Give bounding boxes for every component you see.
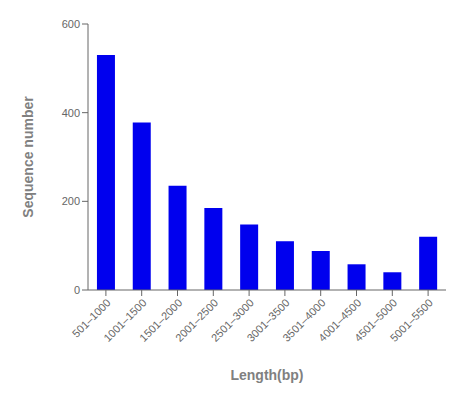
svg-text:600: 600	[62, 18, 80, 30]
svg-text:3001–3500: 3001–3500	[244, 296, 292, 344]
svg-text:200: 200	[62, 195, 80, 207]
svg-text:501–1000: 501–1000	[69, 296, 113, 340]
svg-text:5001–5500: 5001–5500	[388, 296, 435, 343]
svg-text:0: 0	[74, 284, 80, 296]
svg-text:Length(bp): Length(bp)	[230, 367, 303, 383]
svg-text:1501–2000: 1501–2000	[137, 296, 185, 344]
svg-text:4001–4500: 4001–4500	[316, 296, 364, 344]
svg-text:400: 400	[62, 107, 80, 119]
svg-text:2501–3000: 2501–3000	[208, 296, 256, 344]
svg-text:2001–2500: 2001–2500	[172, 296, 221, 344]
svg-text:4501–5000: 4501–5000	[351, 296, 400, 344]
svg-text:3501–4000: 3501–4000	[280, 296, 328, 344]
svg-text:Sequence number: Sequence number	[20, 96, 36, 218]
svg-text:1001–1500: 1001–1500	[101, 296, 149, 344]
